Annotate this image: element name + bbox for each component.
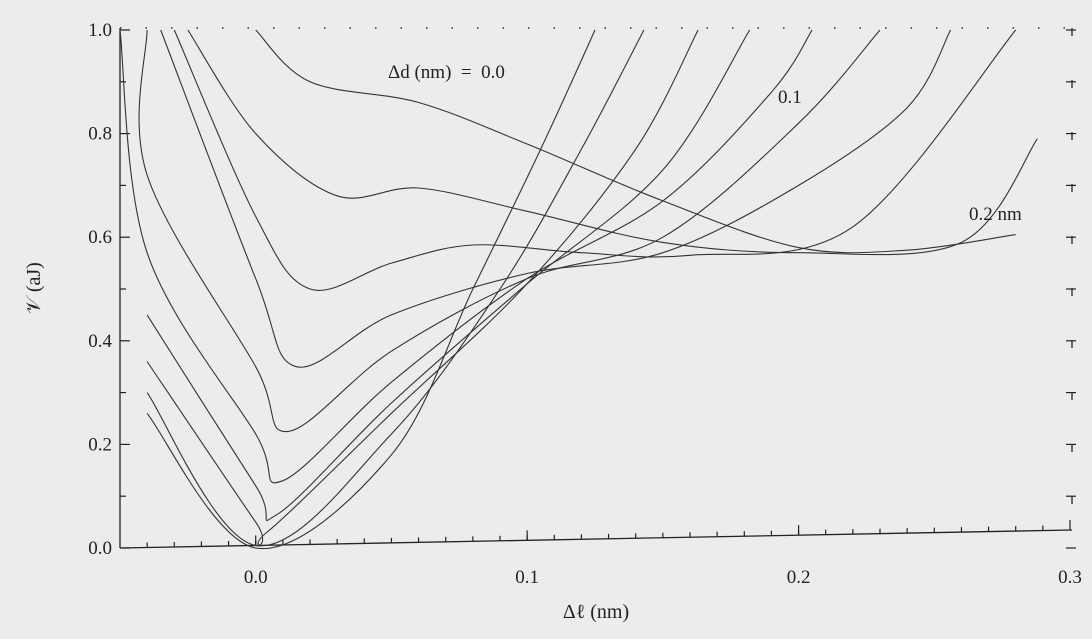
annotation-0-2-nm: 0.2 nm [969, 204, 1022, 225]
series-line-0 [255, 29, 1016, 254]
annotation-delta-d: Δd (nm) = 0.0 [388, 62, 505, 83]
y-axis-title: 𝒱 (aJ) [23, 262, 45, 314]
series-line-4 [138, 29, 881, 432]
series-line-6 [146, 29, 751, 522]
series-lines [119, 29, 1038, 550]
series-line-9 [146, 29, 596, 550]
series-line-8 [146, 29, 645, 547]
series-line-2 [173, 29, 1017, 291]
y-tick-label: 0.6 [88, 227, 112, 248]
y-tick-label: 0.0 [88, 538, 112, 559]
series-line-1 [187, 29, 1038, 256]
series-line-5 [119, 29, 813, 484]
y-tick-label: 0.2 [88, 434, 112, 455]
y-tick-label: 0.4 [88, 331, 112, 352]
tick-group [120, 29, 1076, 549]
y-tick-label: 1.0 [88, 20, 112, 41]
y-tick-label: 0.8 [88, 124, 112, 145]
x-tick-label: 0.1 [515, 567, 539, 588]
x-tick-label: 0.2 [787, 567, 811, 588]
series-line-7 [146, 29, 699, 546]
x-tick-label: 0.3 [1058, 567, 1082, 588]
x-axis-line [119, 529, 1073, 549]
series-line-3 [160, 29, 952, 368]
x-axis-title: Δℓ (nm) [563, 601, 629, 623]
x-tick-label: 0.0 [244, 567, 268, 588]
plot-area [119, 27, 1076, 550]
annotation-0-1: 0.1 [778, 87, 802, 108]
